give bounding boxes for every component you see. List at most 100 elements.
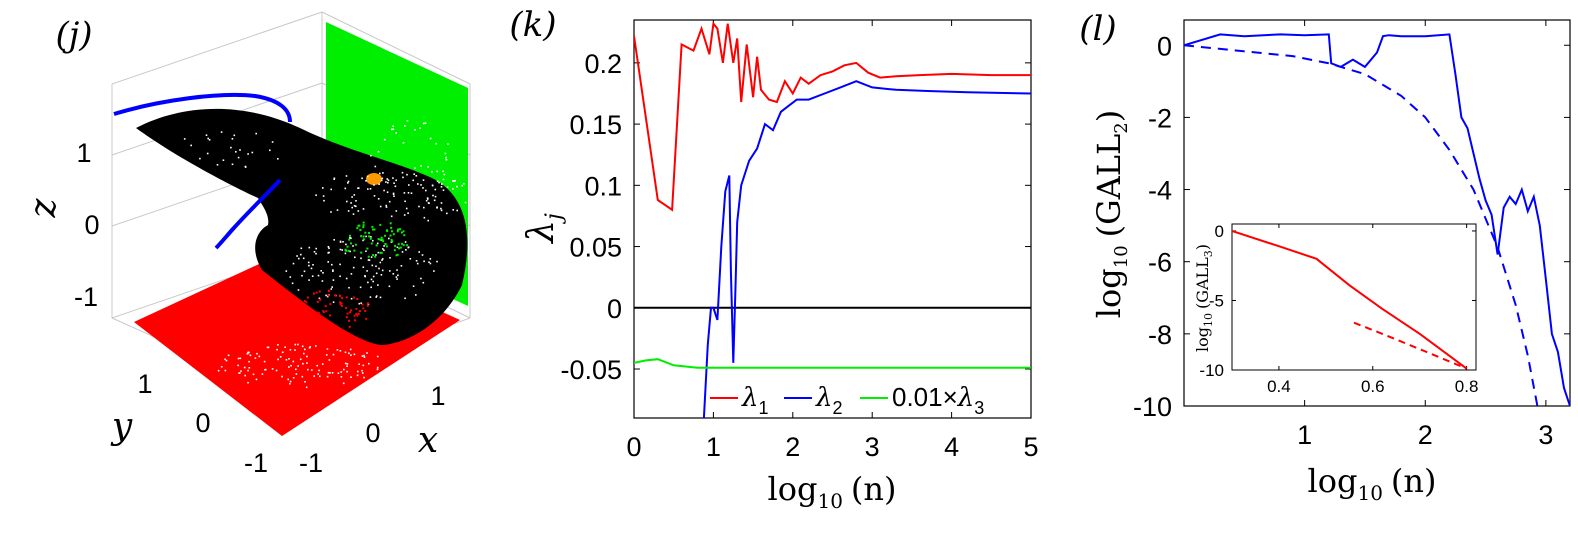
speckle-green (401, 242, 404, 245)
panel-k-xlabel-arg: (n) (851, 470, 897, 508)
speckle (217, 369, 220, 372)
y-axis-label: y (110, 406, 133, 447)
legend-item-1: λ1 (741, 383, 769, 418)
speckle (425, 199, 428, 202)
speckle (345, 243, 347, 246)
speckle (271, 368, 274, 370)
speckle (407, 246, 410, 248)
speckle-green (362, 238, 365, 241)
panel-l-xlabel-sub: 10 (1357, 481, 1382, 505)
speckle (254, 357, 257, 359)
speckle (308, 347, 311, 349)
speckle-green (379, 223, 382, 226)
speckle (347, 182, 349, 184)
inset-series (1232, 230, 1468, 370)
speckle (267, 346, 270, 349)
speckle (370, 256, 373, 258)
speckle (452, 188, 454, 190)
speckle (328, 251, 330, 254)
speckle (418, 251, 420, 253)
panel-l: 1 2 3-10-8-6-4-20 log10 (n) log10(GALL2) (l… (1079, 9, 1571, 505)
speckle (255, 132, 257, 135)
speckle-red (353, 319, 356, 322)
panel-l-series (1184, 33, 1570, 406)
speckle (387, 179, 390, 182)
speckle (301, 375, 304, 378)
speckle (311, 275, 314, 277)
y-tick-label: -4 (1148, 176, 1172, 206)
speckle (477, 193, 480, 196)
speckle-green (372, 254, 375, 257)
speckle-green (390, 226, 393, 229)
speckle-green (399, 246, 402, 249)
speckle (377, 284, 379, 286)
speckle (306, 355, 308, 358)
speckle (395, 179, 397, 182)
speckle (452, 209, 454, 211)
speckle (413, 173, 415, 175)
speckle (358, 363, 360, 365)
speckle-red (317, 320, 319, 323)
speckle (316, 364, 318, 367)
speckle (414, 129, 416, 131)
speckle (434, 188, 437, 191)
speckle (442, 189, 445, 191)
speckle (380, 179, 383, 182)
speckle-green (394, 244, 397, 247)
speckle (365, 180, 367, 182)
speckle-red (333, 325, 336, 328)
speckle (427, 202, 430, 204)
speckle (297, 289, 300, 291)
inset-ylabel-arg: (GALL (1193, 257, 1212, 309)
speckle (290, 364, 292, 367)
speckle (351, 196, 353, 198)
speckle (292, 360, 295, 363)
speckle-red (356, 298, 359, 300)
speckle (396, 269, 398, 271)
speckle (291, 282, 294, 285)
speckle (295, 373, 298, 375)
speckle (404, 125, 406, 127)
speckle (349, 250, 351, 253)
speckle (318, 369, 320, 372)
speckle (342, 382, 345, 385)
speckle (412, 179, 414, 182)
black-attractor-surface (136, 108, 468, 346)
speckle-green (374, 255, 377, 258)
speckle (246, 352, 249, 354)
speckle (303, 270, 306, 273)
speckle (422, 122, 425, 125)
speckle (427, 219, 429, 222)
speckle (436, 180, 439, 183)
speckle (392, 193, 395, 195)
speckle-green (371, 225, 374, 228)
speckle-red (355, 307, 358, 310)
speckle-red (319, 298, 322, 301)
speckle-red (309, 321, 312, 324)
speckle (383, 189, 385, 192)
speckle (476, 195, 478, 197)
x-tick-label: 1 (1297, 420, 1312, 450)
speckle (240, 370, 242, 372)
speckle (277, 344, 279, 346)
speckle (331, 263, 333, 266)
speckle (375, 295, 378, 297)
speckle (379, 296, 382, 299)
speckle (244, 165, 247, 168)
speckle (422, 281, 425, 284)
speckle (406, 173, 408, 176)
speckle (329, 372, 331, 374)
speckle (391, 128, 393, 131)
panel-l-xlabel-base: log (1307, 462, 1357, 500)
speckle (349, 348, 352, 351)
speckle (363, 356, 366, 358)
speckle-red (350, 309, 352, 312)
speckle (374, 165, 377, 168)
speckle (357, 187, 360, 189)
speckle (288, 366, 290, 368)
speckle (381, 177, 384, 180)
speckle-green (385, 245, 388, 248)
inset-ylabel-sub: 10 (1202, 313, 1215, 327)
speckle-red (339, 330, 342, 333)
speckle (378, 267, 380, 270)
